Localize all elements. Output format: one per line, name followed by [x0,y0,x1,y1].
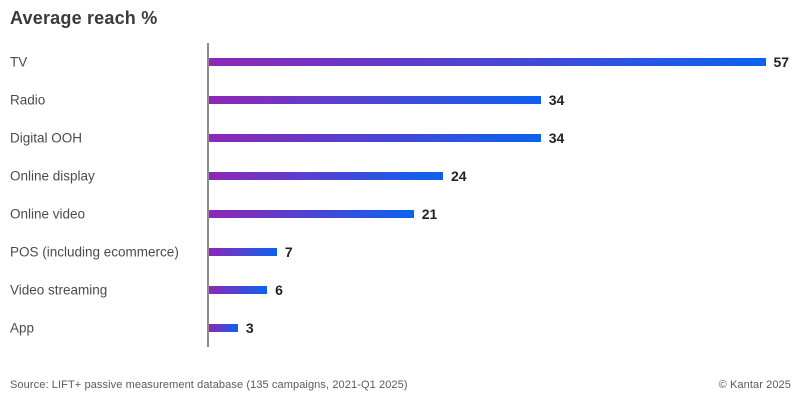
value-label: 34 [548,130,565,146]
value-label: 24 [451,168,467,184]
category-label: App [10,320,35,336]
chart-row: TV 57 [0,43,800,81]
chart-title: Average reach % [10,8,158,28]
value-label: 57 [773,54,790,70]
chart-row: Digital OOH 34 [0,119,800,157]
value-label: 34 [548,92,565,108]
bar [208,134,541,142]
chart-row: POS (including ecommerce) 7 [0,233,800,271]
bar-chart: TV 57 Radio 34 Digital OOH 34 Online display 24… [0,43,800,347]
bar [208,324,238,332]
bar [208,210,414,218]
chart-footer: Source: LIFT+ passive measurement databa… [10,379,791,391]
category-label: TV [10,54,28,70]
chart-row: Online display 24 [0,157,800,195]
category-label: Online video [10,206,86,222]
bar [208,172,444,180]
category-label: Radio [10,92,46,108]
bar [208,248,277,256]
category-label: Video streaming [10,282,108,298]
category-label: POS (including ecommerce) [10,244,179,260]
bar [208,286,268,294]
chart-row: App 3 [0,309,800,347]
category-label: Digital OOH [10,130,83,146]
value-label: 21 [421,206,438,222]
bar [208,58,766,66]
value-label: 7 [284,244,293,260]
chart-row: Online video 21 [0,195,800,233]
copyright-note: © Kantar 2025 [718,379,791,391]
source-note: Source: LIFT+ passive measurement databa… [10,379,408,391]
category-label: Online display [10,168,95,184]
bar [208,96,541,104]
y-axis-line [207,43,209,347]
chart-row: Video streaming 6 [0,271,800,309]
chart-row: Radio 34 [0,81,800,119]
value-label: 3 [245,320,254,336]
value-label: 6 [275,282,283,298]
